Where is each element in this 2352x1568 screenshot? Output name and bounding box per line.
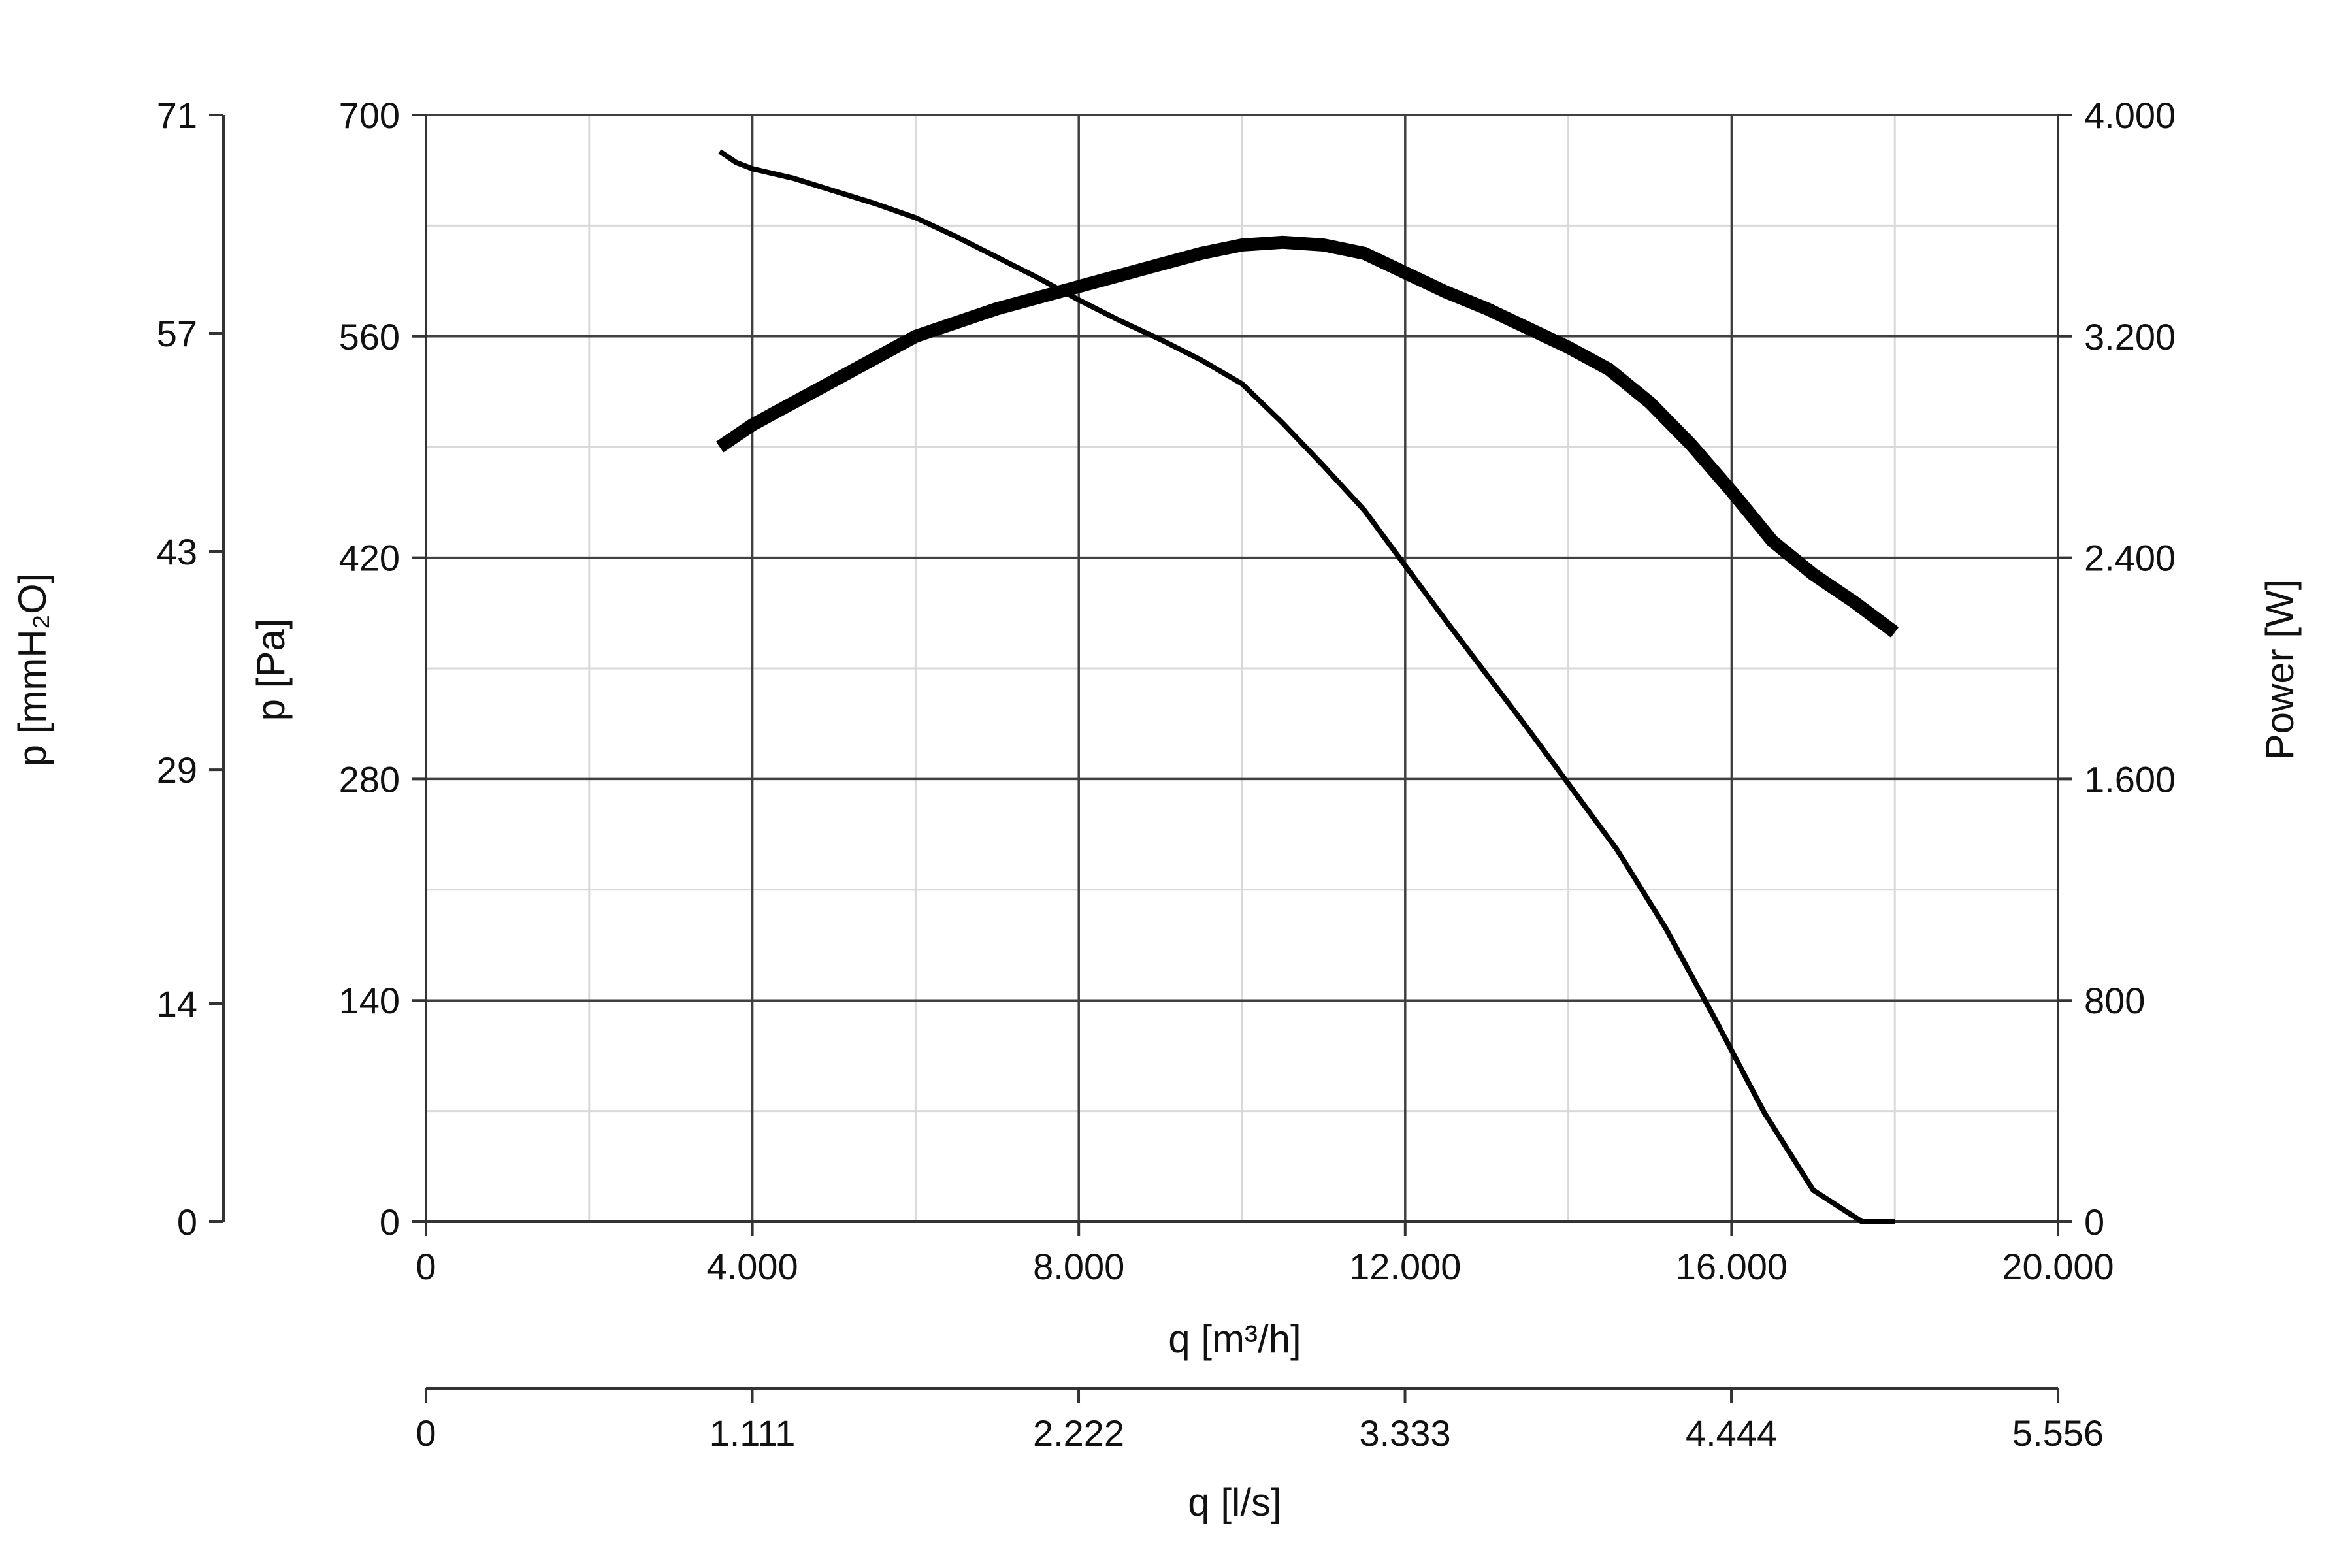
x-tick-label: 0 (416, 1246, 436, 1287)
x2-tick-label: 5.556 (2012, 1413, 2104, 1454)
y-tick-label: 700 (339, 95, 400, 136)
y2-tick-label: 0 (2084, 1201, 2104, 1243)
y2-axis-title: Power [W] (2258, 580, 2302, 760)
y-tick-label: 420 (339, 538, 400, 579)
x2-axis-title: q [l/s] (1188, 1480, 1281, 1524)
tick-labels: 0 140 280 420 560 700 0 14 29 43 57 71 0 800 1.600 2.40… (157, 95, 2176, 1454)
x2-tick-label: 3.333 (1359, 1413, 1450, 1454)
x-tick-label: 12.000 (1349, 1246, 1461, 1287)
series-lines (715, 149, 1899, 1224)
y-outer-tick-label: 43 (157, 531, 197, 572)
x-tick-label: 8.000 (1033, 1246, 1124, 1287)
y2-tick-label: 4.000 (2084, 95, 2176, 136)
x2-tick-label: 2.222 (1033, 1413, 1124, 1454)
y-outer-tick-label: 71 (157, 95, 197, 136)
x-tick-label: 4.000 (707, 1246, 798, 1287)
y-tick-label: 140 (339, 980, 400, 1021)
y-tick-label: 280 (339, 759, 400, 800)
x2-tick-label: 0 (416, 1413, 436, 1454)
y2-tick-label: 3.200 (2084, 316, 2176, 357)
x2-tick-label: 4.444 (1686, 1413, 1777, 1454)
y-outer-axis-title: p [mmH₂O] (10, 573, 54, 767)
power-curve-line (715, 235, 1899, 638)
y-tick-label: 0 (380, 1201, 400, 1243)
x-axis-title: q [m³/h] (1168, 1317, 1301, 1361)
y-outer-tick-label: 57 (157, 313, 197, 354)
y-tick-label: 560 (339, 316, 400, 357)
y-outer-tick-label: 14 (157, 983, 197, 1024)
y-axis-title: p [Pa] (249, 619, 293, 721)
pressure-curve-line (718, 149, 1895, 1224)
y-outer-tick-label: 29 (157, 749, 197, 791)
x2-tick-label: 1.111 (710, 1413, 796, 1454)
y2-tick-label: 1.600 (2084, 759, 2176, 800)
x-tick-label: 16.000 (1676, 1246, 1788, 1287)
minor-grid (426, 115, 2058, 1222)
y-outer-tick-label: 0 (177, 1201, 197, 1243)
axes (209, 114, 2072, 1403)
y2-tick-label: 800 (2084, 980, 2145, 1021)
y2-tick-label: 2.400 (2084, 538, 2176, 579)
x-tick-label: 20.000 (2002, 1246, 2114, 1287)
